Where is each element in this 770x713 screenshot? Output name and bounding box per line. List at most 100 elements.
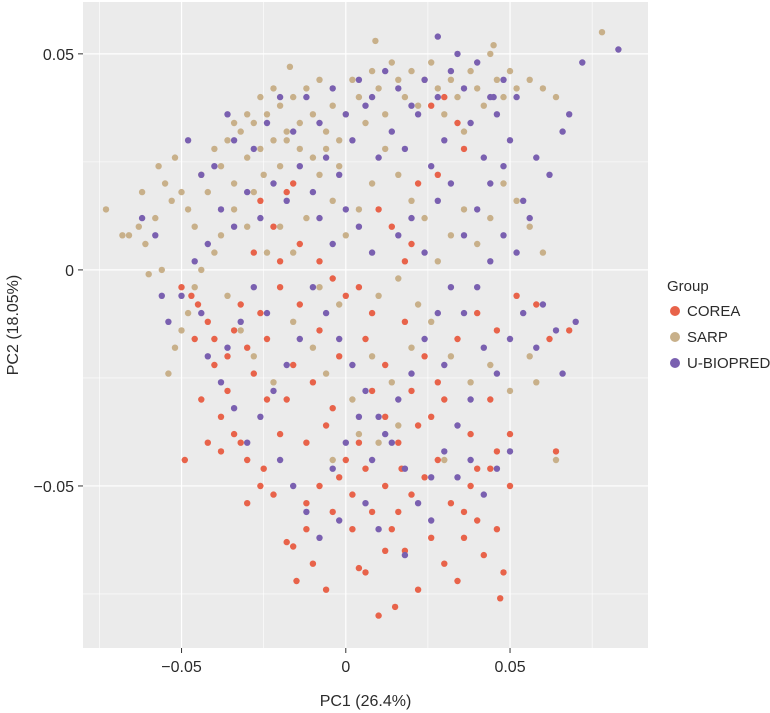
point-corea bbox=[355, 284, 363, 291]
point-corea bbox=[474, 465, 481, 472]
point-u-biopred bbox=[276, 456, 284, 464]
point-u-biopred bbox=[395, 396, 402, 403]
point-sarp bbox=[382, 111, 389, 118]
point-u-biopred bbox=[198, 171, 205, 178]
point-u-biopred bbox=[493, 370, 501, 377]
point-sarp bbox=[467, 67, 474, 75]
point-sarp bbox=[539, 85, 547, 92]
point-corea bbox=[395, 439, 402, 446]
point-sarp bbox=[257, 93, 264, 101]
point-sarp bbox=[414, 102, 422, 109]
point-sarp bbox=[244, 111, 251, 118]
point-u-biopred bbox=[506, 137, 514, 144]
point-corea bbox=[434, 456, 441, 464]
point-u-biopred bbox=[349, 137, 356, 144]
point-sarp bbox=[283, 128, 290, 135]
point-u-biopred bbox=[296, 163, 303, 170]
point-sarp bbox=[539, 249, 547, 256]
point-corea bbox=[290, 361, 297, 369]
point-sarp bbox=[395, 171, 402, 178]
point-sarp bbox=[421, 214, 428, 222]
point-sarp bbox=[447, 232, 455, 239]
point-corea bbox=[408, 491, 415, 498]
point-sarp bbox=[408, 67, 415, 75]
point-u-biopred bbox=[244, 439, 251, 446]
point-u-biopred bbox=[506, 335, 514, 343]
point-sarp bbox=[336, 163, 343, 170]
point-u-biopred bbox=[316, 214, 323, 222]
point-u-biopred bbox=[316, 119, 323, 127]
point-corea bbox=[566, 327, 573, 334]
point-corea bbox=[362, 465, 369, 472]
point-u-biopred bbox=[401, 551, 409, 559]
point-u-biopred bbox=[375, 154, 382, 161]
point-corea bbox=[513, 292, 520, 299]
point-corea bbox=[382, 361, 389, 369]
point-u-biopred bbox=[401, 145, 409, 153]
point-u-biopred bbox=[520, 197, 527, 204]
point-corea bbox=[546, 335, 553, 343]
point-sarp bbox=[447, 76, 455, 84]
point-sarp bbox=[309, 154, 317, 161]
point-u-biopred bbox=[230, 137, 238, 144]
point-corea bbox=[375, 206, 382, 213]
point-sarp bbox=[329, 456, 336, 464]
point-corea bbox=[441, 560, 448, 567]
point-sarp bbox=[204, 188, 211, 196]
point-corea bbox=[178, 284, 185, 291]
data-points bbox=[102, 29, 622, 619]
point-u-biopred bbox=[388, 128, 395, 135]
point-sarp bbox=[329, 197, 336, 204]
point-corea bbox=[276, 258, 284, 265]
point-u-biopred bbox=[480, 491, 487, 498]
point-sarp bbox=[401, 93, 409, 101]
point-sarp bbox=[303, 214, 310, 222]
point-corea bbox=[467, 482, 474, 490]
point-u-biopred bbox=[460, 309, 468, 317]
point-u-biopred bbox=[434, 33, 441, 40]
point-u-biopred bbox=[441, 448, 448, 455]
point-u-biopred bbox=[250, 145, 257, 153]
point-u-biopred bbox=[480, 344, 487, 351]
point-corea bbox=[316, 258, 323, 265]
point-u-biopred bbox=[615, 46, 622, 53]
point-u-biopred bbox=[434, 197, 441, 204]
point-corea bbox=[276, 284, 284, 291]
point-sarp bbox=[152, 214, 159, 222]
point-u-biopred bbox=[401, 465, 409, 472]
point-sarp bbox=[263, 111, 271, 118]
point-u-biopred bbox=[460, 232, 468, 239]
point-u-biopred bbox=[421, 76, 428, 84]
point-sarp bbox=[257, 145, 264, 153]
point-sarp bbox=[263, 249, 271, 256]
point-sarp bbox=[276, 223, 284, 230]
point-corea bbox=[428, 534, 435, 541]
point-sarp bbox=[244, 154, 251, 161]
point-sarp bbox=[217, 232, 225, 239]
point-sarp bbox=[375, 85, 382, 92]
point-sarp bbox=[283, 137, 290, 144]
point-u-biopred bbox=[283, 197, 290, 204]
point-u-biopred bbox=[546, 171, 553, 178]
point-corea bbox=[391, 603, 399, 611]
point-corea bbox=[500, 569, 507, 576]
point-u-biopred bbox=[217, 206, 225, 213]
point-sarp bbox=[138, 188, 146, 196]
point-sarp bbox=[211, 145, 218, 153]
point-corea bbox=[362, 569, 369, 576]
point-corea bbox=[211, 361, 218, 369]
point-corea bbox=[303, 439, 310, 446]
point-sarp bbox=[316, 171, 323, 178]
point-u-biopred bbox=[303, 508, 310, 516]
point-corea bbox=[263, 335, 271, 343]
point-u-biopred bbox=[500, 232, 507, 239]
point-sarp bbox=[237, 128, 244, 135]
point-corea bbox=[421, 474, 428, 481]
point-sarp bbox=[145, 271, 152, 278]
point-u-biopred bbox=[362, 102, 369, 109]
point-sarp bbox=[211, 249, 218, 256]
point-u-biopred bbox=[336, 517, 343, 524]
point-sarp bbox=[309, 111, 317, 118]
point-u-biopred bbox=[408, 102, 415, 109]
